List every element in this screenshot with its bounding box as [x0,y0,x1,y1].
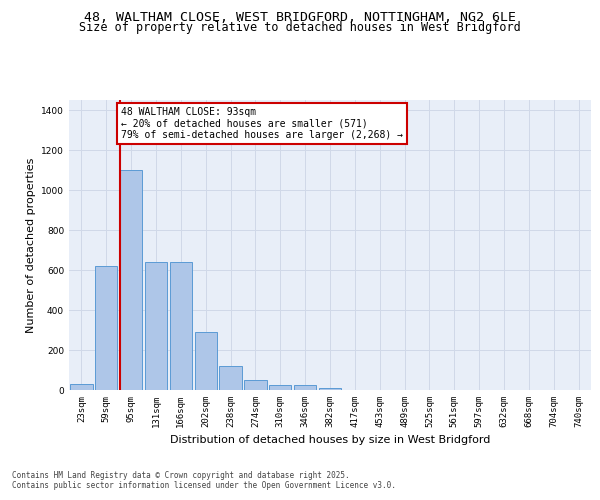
Text: Contains HM Land Registry data © Crown copyright and database right 2025.: Contains HM Land Registry data © Crown c… [12,472,350,480]
Text: 48, WALTHAM CLOSE, WEST BRIDGFORD, NOTTINGHAM, NG2 6LE: 48, WALTHAM CLOSE, WEST BRIDGFORD, NOTTI… [84,11,516,24]
Text: 48 WALTHAM CLOSE: 93sqm
← 20% of detached houses are smaller (571)
79% of semi-d: 48 WALTHAM CLOSE: 93sqm ← 20% of detache… [121,107,403,140]
Bar [319,388,341,390]
Bar [95,266,118,390]
Bar [220,366,242,390]
Bar [145,262,167,390]
Bar [70,384,92,390]
Bar [194,332,217,390]
Bar [244,380,266,390]
Bar [170,262,192,390]
Bar [294,385,316,390]
X-axis label: Distribution of detached houses by size in West Bridgford: Distribution of detached houses by size … [170,436,490,446]
Text: Size of property relative to detached houses in West Bridgford: Size of property relative to detached ho… [79,21,521,34]
Text: Contains public sector information licensed under the Open Government Licence v3: Contains public sector information licen… [12,482,396,490]
Y-axis label: Number of detached properties: Number of detached properties [26,158,35,332]
Bar [269,385,292,390]
Bar [120,170,142,390]
